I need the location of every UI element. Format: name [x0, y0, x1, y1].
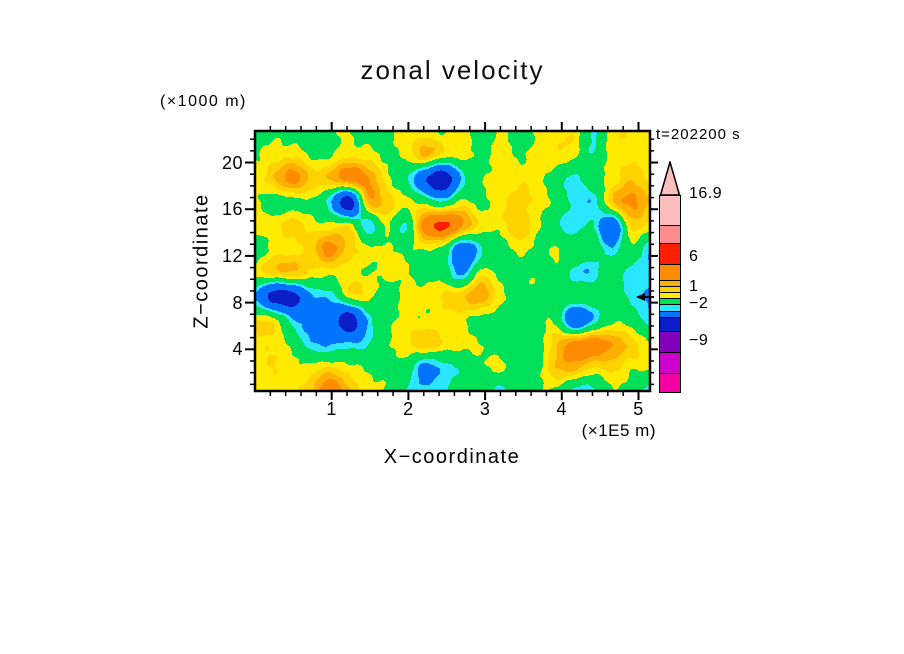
- min-marker-arrow-icon: [636, 293, 654, 301]
- x-tick-label: 3: [479, 399, 491, 419]
- x-unit-label: (×1E5 m): [581, 421, 656, 440]
- colorbar: [659, 195, 681, 393]
- plot-frame: [253, 129, 652, 393]
- colorbar-label: 6: [689, 248, 699, 265]
- x-tick-label: 4: [556, 399, 568, 419]
- colorbar-segment: [660, 374, 680, 392]
- colorbar-arrow-icon: [659, 161, 681, 196]
- colorbar-segment: [660, 226, 680, 244]
- x-tick-label: 5: [633, 399, 644, 419]
- colorbar-segment: [660, 281, 680, 287]
- colorbar-segment: [660, 312, 680, 318]
- time-annotation: t=202200 s: [656, 126, 741, 143]
- x-tick-label: 1: [326, 399, 337, 419]
- colorbar-segment: [660, 299, 680, 305]
- colorbar-label: 1: [689, 278, 699, 295]
- colorbar-label: −2: [689, 295, 709, 312]
- colorbar-segment: [660, 332, 680, 353]
- y-tick-label: 20: [221, 152, 243, 173]
- colorbar-segment: [660, 293, 680, 299]
- figure-title: zonal velocity: [360, 55, 545, 85]
- colorbar-segment: [660, 287, 680, 293]
- colorbar-segment: [660, 353, 680, 374]
- colorbar-segment: [660, 305, 680, 312]
- y-tick-label: 4: [232, 339, 243, 360]
- colorbar-label: −9: [689, 332, 709, 349]
- colorbar-label: 16.9: [689, 185, 723, 202]
- colorbar-segment: [660, 244, 680, 265]
- y-tick-label: 12: [221, 245, 243, 266]
- x-tick-label: 2: [403, 399, 414, 419]
- y-tick-label: 16: [221, 199, 243, 220]
- y-tick-label: 8: [232, 292, 243, 313]
- z-unit-label: (×1000 m): [160, 93, 247, 110]
- colorbar-segment: [660, 318, 680, 332]
- contour-field-canvas: [255, 131, 650, 391]
- colorbar-segment: [660, 265, 680, 281]
- colorbar-segment: [660, 196, 680, 226]
- x-axis-title: X−coordinate: [383, 446, 521, 468]
